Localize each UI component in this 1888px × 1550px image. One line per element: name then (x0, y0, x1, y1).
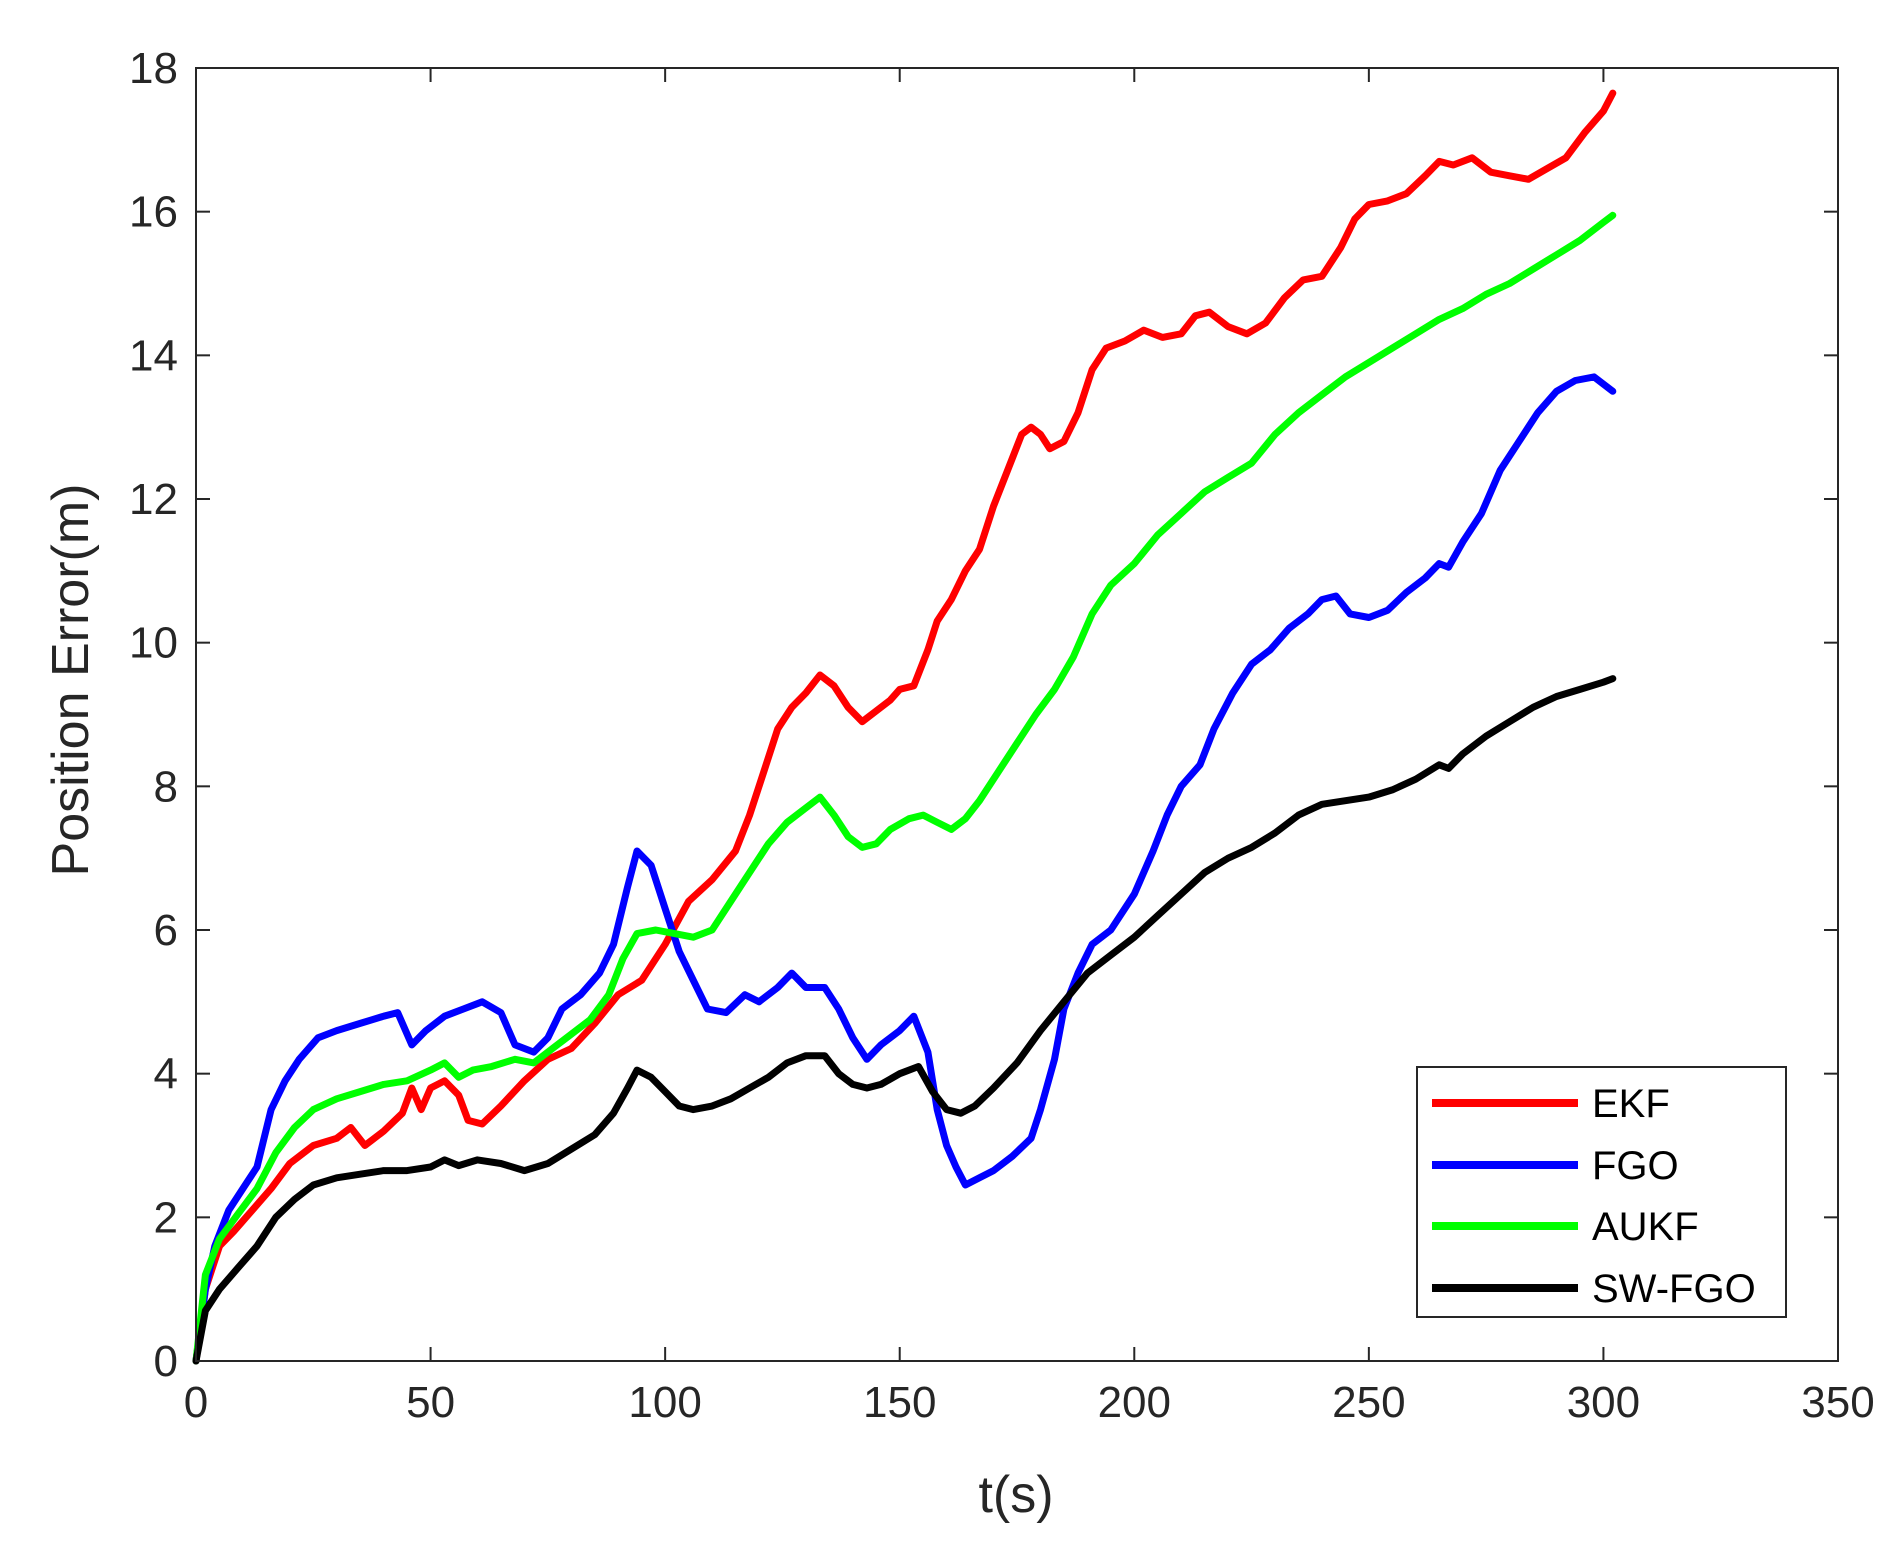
x-tick-label: 350 (1801, 1378, 1874, 1427)
y-tick-label: 6 (154, 906, 178, 955)
x-tick-label: 150 (863, 1378, 936, 1427)
x-tick-label: 0 (184, 1378, 208, 1427)
x-axis-label: t(s) (978, 1466, 1053, 1524)
legend-box (1416, 1066, 1787, 1318)
plot-frame (195, 67, 1839, 1362)
y-tick-label: 10 (129, 619, 178, 668)
series-lines (192, 89, 1617, 1365)
series-line-sw-fgo (192, 675, 1617, 1365)
y-tick-label: 4 (154, 1050, 178, 1099)
series-line-ekf (192, 89, 1617, 1365)
series-line-aukf (192, 211, 1617, 1365)
legend-label-aukf: AUKF (1592, 1205, 1699, 1249)
y-tick-label: 16 (129, 188, 178, 237)
x-tick-label: 100 (628, 1378, 701, 1427)
legend-label-sw-fgo: SW-FGO (1592, 1267, 1756, 1311)
x-tick-label: 50 (406, 1378, 455, 1427)
y-tick-label: 12 (129, 475, 178, 524)
legend-label-fgo: FGO (1592, 1144, 1679, 1188)
x-tick-label: 200 (1098, 1378, 1171, 1427)
y-axis-label: Position Error(m) (42, 484, 100, 877)
y-tick-label: 0 (154, 1337, 178, 1386)
y-tick-label: 14 (129, 331, 178, 380)
legend: EKF FGO AUKF SW-FGO (1416, 1066, 1787, 1318)
x-tick-label: 300 (1567, 1378, 1640, 1427)
y-tick-label: 8 (154, 762, 178, 811)
series-line-fgo (192, 373, 1617, 1365)
y-tick-label: 2 (154, 1193, 178, 1242)
tick-labels: 0 50 100 150 200 250 300 350 0 2 4 6 8 10 12 14 16 18 (129, 44, 1875, 1427)
y-tick-label: 18 (129, 44, 178, 93)
legend-label-ekf: EKF (1592, 1082, 1670, 1126)
x-tick-label: 250 (1332, 1378, 1405, 1427)
